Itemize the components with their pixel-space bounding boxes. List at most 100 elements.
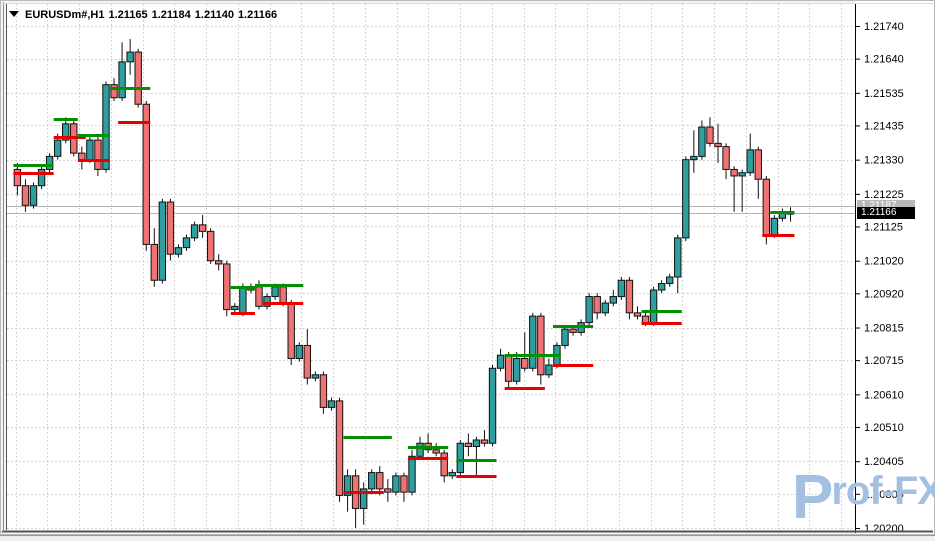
candle-bearish	[303, 344, 312, 379]
candle-bearish	[78, 152, 86, 161]
candle-bearish	[754, 149, 762, 180]
candle-bearish	[279, 286, 287, 304]
candle-bullish	[126, 51, 134, 63]
ohlc-open: 1.21165	[108, 9, 148, 21]
candle-bullish	[190, 224, 199, 239]
axis-background	[855, 0, 935, 535]
candle-bearish	[335, 400, 344, 496]
ohlc-high: 1.21184	[151, 9, 191, 21]
candle-bullish	[62, 123, 70, 141]
candle-bearish	[730, 168, 738, 177]
candle-bearish	[319, 374, 328, 408]
candle-bullish	[682, 159, 690, 239]
candle-bullish	[392, 475, 400, 493]
symbol-timeframe-label: EURUSDm#,H1	[25, 9, 105, 21]
y-axis-label: 1.20920	[864, 288, 904, 300]
candle-bearish	[376, 472, 384, 490]
candle-bullish	[295, 344, 303, 359]
candle-bearish	[706, 126, 714, 144]
bid-price-badge: 1.21166	[857, 207, 915, 220]
symbol-dropdown-icon[interactable]	[9, 11, 19, 17]
candle-bearish	[134, 51, 142, 105]
y-axis-label: 1.21330	[864, 155, 904, 167]
y-axis-label: 1.21225	[864, 189, 904, 201]
candle-bullish	[472, 439, 481, 448]
candle-bullish	[746, 149, 754, 174]
plot-background	[7, 4, 855, 530]
candle-bullish	[512, 357, 521, 382]
y-axis-label: 1.21125	[864, 221, 903, 233]
y-axis-label: 1.20815	[864, 323, 904, 335]
candle-bullish	[368, 472, 376, 490]
candle-bearish	[432, 449, 440, 454]
candle-bullish	[343, 475, 352, 496]
candle-bearish	[633, 312, 642, 317]
candle-bullish	[657, 283, 666, 291]
candle-bearish	[537, 315, 545, 376]
candle-bullish	[770, 217, 779, 236]
candle-bearish	[504, 354, 513, 382]
candle-bullish	[617, 279, 626, 298]
candle-bearish	[400, 475, 408, 493]
candle-bullish	[690, 155, 698, 161]
candle-bearish	[255, 286, 263, 307]
candle-bullish	[698, 126, 706, 157]
candle-bullish	[448, 472, 456, 477]
candle-bullish	[408, 455, 416, 493]
candle-bullish	[53, 139, 62, 157]
candle-bullish	[311, 374, 320, 379]
candle-bullish	[488, 367, 497, 444]
y-axis-label: 1.21020	[864, 256, 904, 268]
candle-bullish	[45, 155, 54, 170]
candle-bearish	[714, 142, 722, 148]
candle-bearish	[110, 84, 118, 99]
candle-bearish	[722, 146, 730, 170]
candle-bearish	[384, 488, 392, 493]
window-bottom-edge	[0, 535, 935, 541]
candle-bearish	[593, 296, 601, 314]
candle-bullish	[545, 364, 553, 376]
y-axis-label: 1.21740	[864, 21, 904, 33]
candle-bearish	[198, 224, 207, 232]
candle-bullish	[674, 237, 682, 278]
candle-bullish	[496, 354, 505, 369]
candle-bullish	[158, 201, 167, 281]
candle-bullish	[609, 296, 618, 304]
candle-bearish	[13, 168, 22, 187]
candle-bullish	[561, 328, 569, 346]
candle-bullish	[585, 296, 593, 324]
candle-bearish	[625, 279, 634, 314]
y-axis-label: 1.21435	[864, 120, 904, 132]
candle-bearish	[166, 201, 175, 255]
candle-bullish	[118, 61, 126, 99]
candle-bearish	[641, 315, 650, 324]
candle-bearish	[223, 263, 231, 311]
candle-bullish	[456, 442, 465, 474]
candle-bullish	[182, 237, 191, 249]
candle-bullish	[231, 305, 239, 311]
candle-bearish	[480, 439, 489, 444]
y-axis-label: 1.20405	[864, 456, 904, 468]
candle-bearish	[762, 178, 771, 236]
candle-bullish	[271, 286, 279, 298]
axis-top-gap	[856, 4, 933, 6]
candle-bearish	[287, 302, 295, 359]
candle-bearish	[440, 452, 448, 477]
candle-bullish	[738, 172, 746, 177]
candle-bearish	[21, 185, 30, 206]
candle-bearish	[569, 328, 577, 333]
candle-bearish	[142, 103, 150, 245]
candle-bullish	[601, 302, 609, 314]
ohlc-low: 1.21140	[194, 9, 234, 21]
y-axis-label: 1.20200	[864, 523, 904, 535]
candle-bearish	[464, 442, 473, 448]
ohlc-close: 1.21166	[237, 9, 278, 21]
candle-bullish	[359, 488, 368, 509]
candle-bullish	[416, 442, 424, 457]
y-axis-label: 1.21535	[864, 88, 904, 100]
candle-bullish	[649, 289, 658, 324]
y-axis-label: 1.20715	[864, 355, 904, 367]
